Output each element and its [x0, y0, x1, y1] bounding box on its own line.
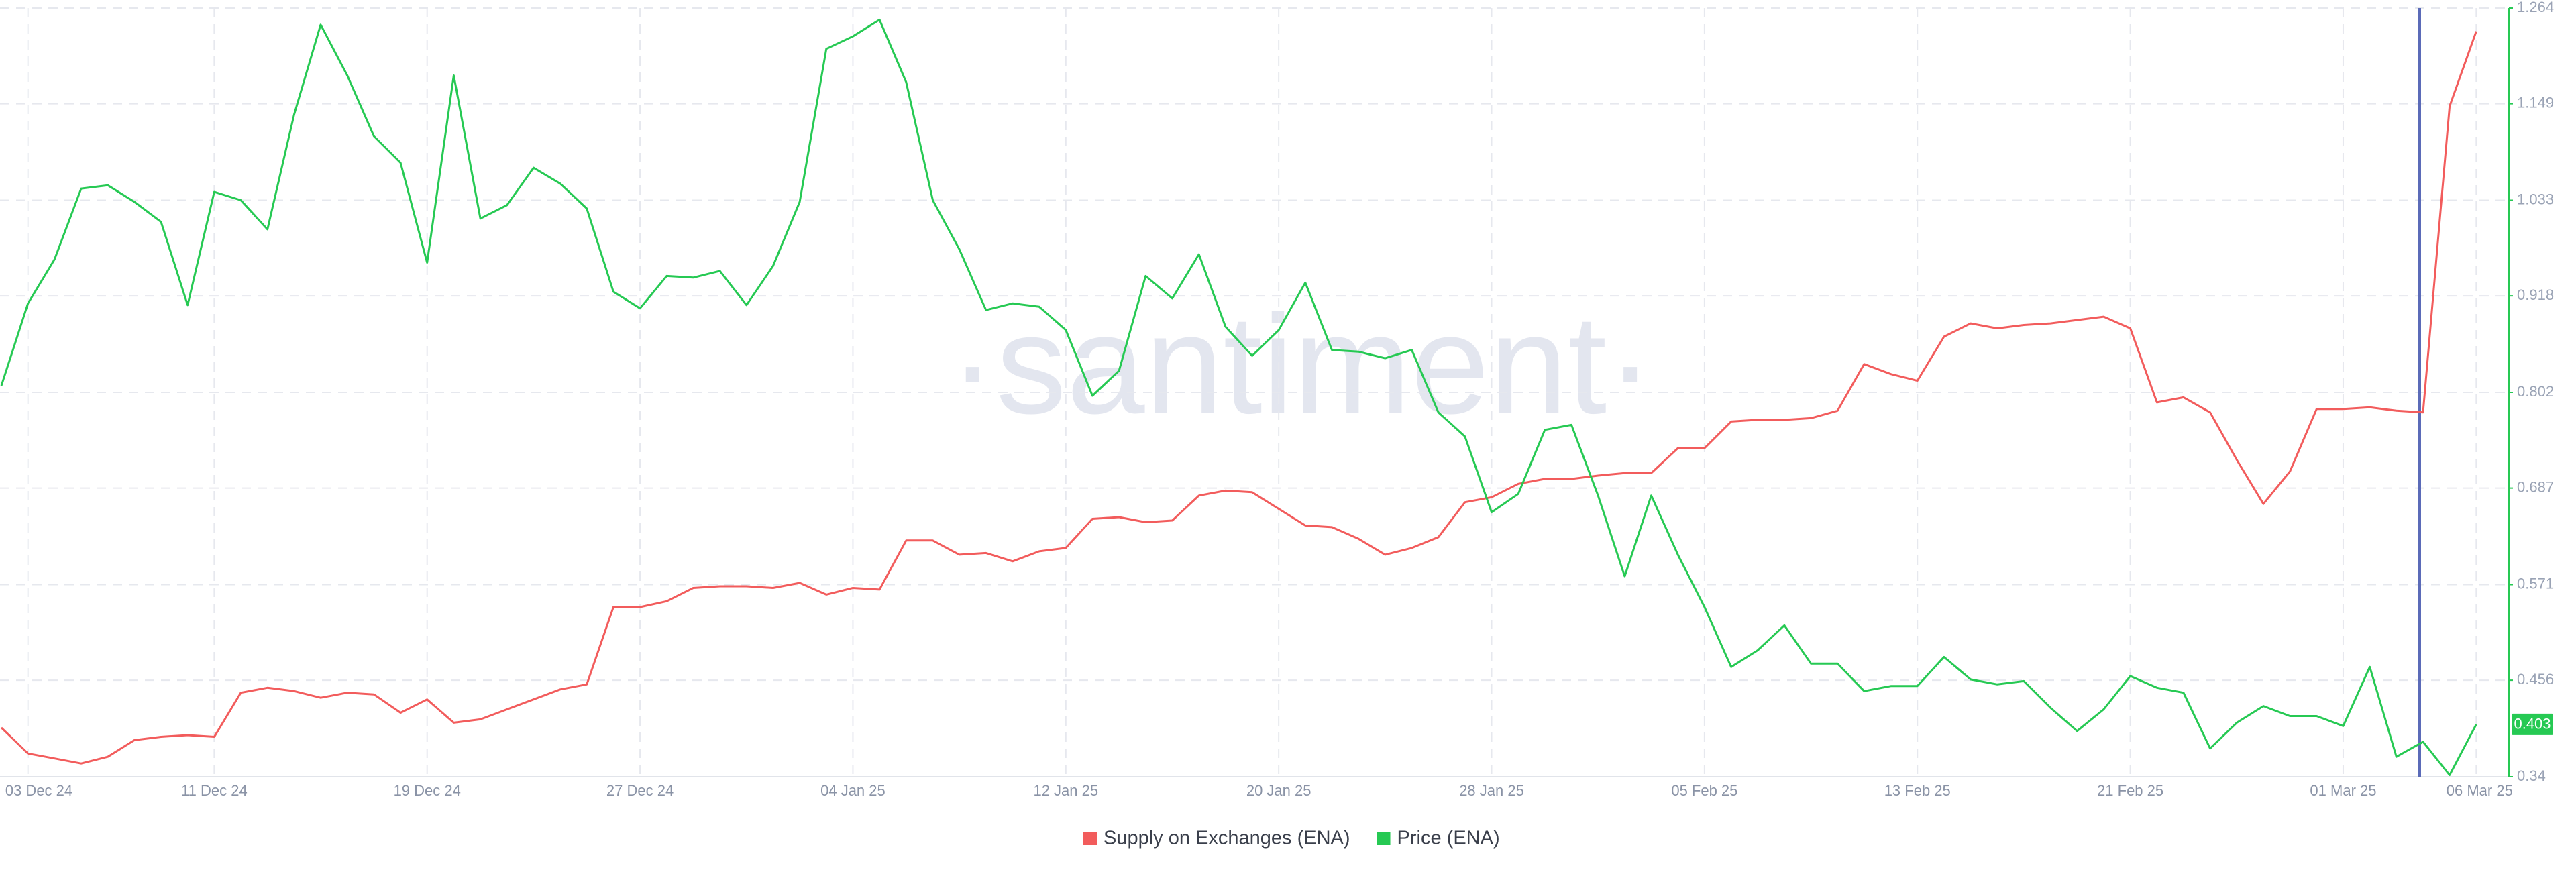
- legend-swatch: [1083, 832, 1097, 845]
- y-tick-label: 0.918: [2517, 286, 2554, 303]
- x-tick-label: 06 Mar 25: [2447, 782, 2513, 799]
- x-tick-label: 20 Jan 25: [1246, 782, 1311, 799]
- legend-swatch: [1377, 832, 1391, 845]
- x-tick-label: 27 Dec 24: [606, 782, 674, 799]
- price-tag: 0.403: [2514, 716, 2551, 732]
- y-tick-label: 1.033: [2517, 190, 2554, 207]
- y-tick-label: 0.571: [2517, 575, 2554, 592]
- y-tick-label: 1.149: [2517, 94, 2554, 111]
- x-tick-label: 12 Jan 25: [1033, 782, 1098, 799]
- watermark: ·santiment·: [949, 285, 1654, 443]
- y-tick-label: 0.456: [2517, 671, 2554, 688]
- y-tick-label: 0.802: [2517, 383, 2554, 400]
- price-tag-bg: [2512, 713, 2553, 735]
- x-tick-label: 21 Feb 25: [2097, 782, 2163, 799]
- x-tick-label: 04 Jan 25: [820, 782, 885, 799]
- x-tick-label: 05 Feb 25: [1671, 782, 1737, 799]
- legend-label: Supply on Exchanges (ENA): [1104, 828, 1350, 849]
- y-tick-label: 1.264: [2517, 0, 2554, 15]
- y-tick-label: 0.687: [2517, 478, 2554, 495]
- y-tick-label: 0.34: [2517, 767, 2546, 784]
- x-tick-label: 11 Dec 24: [181, 782, 248, 799]
- legend-label: Price (ENA): [1397, 828, 1500, 849]
- x-tick-label: 01 Mar 25: [2310, 782, 2376, 799]
- legend: Supply on Exchanges (ENA) Price (ENA): [1083, 828, 1500, 849]
- x-tick-label: 28 Jan 25: [1459, 782, 1524, 799]
- series-line: [0, 18, 2477, 776]
- x-tick-label: 03 Dec 24: [5, 782, 72, 799]
- series-line: [0, 31, 2477, 765]
- x-tick-label: 19 Dec 24: [394, 782, 461, 799]
- x-tick-label: 13 Feb 25: [1884, 782, 1951, 799]
